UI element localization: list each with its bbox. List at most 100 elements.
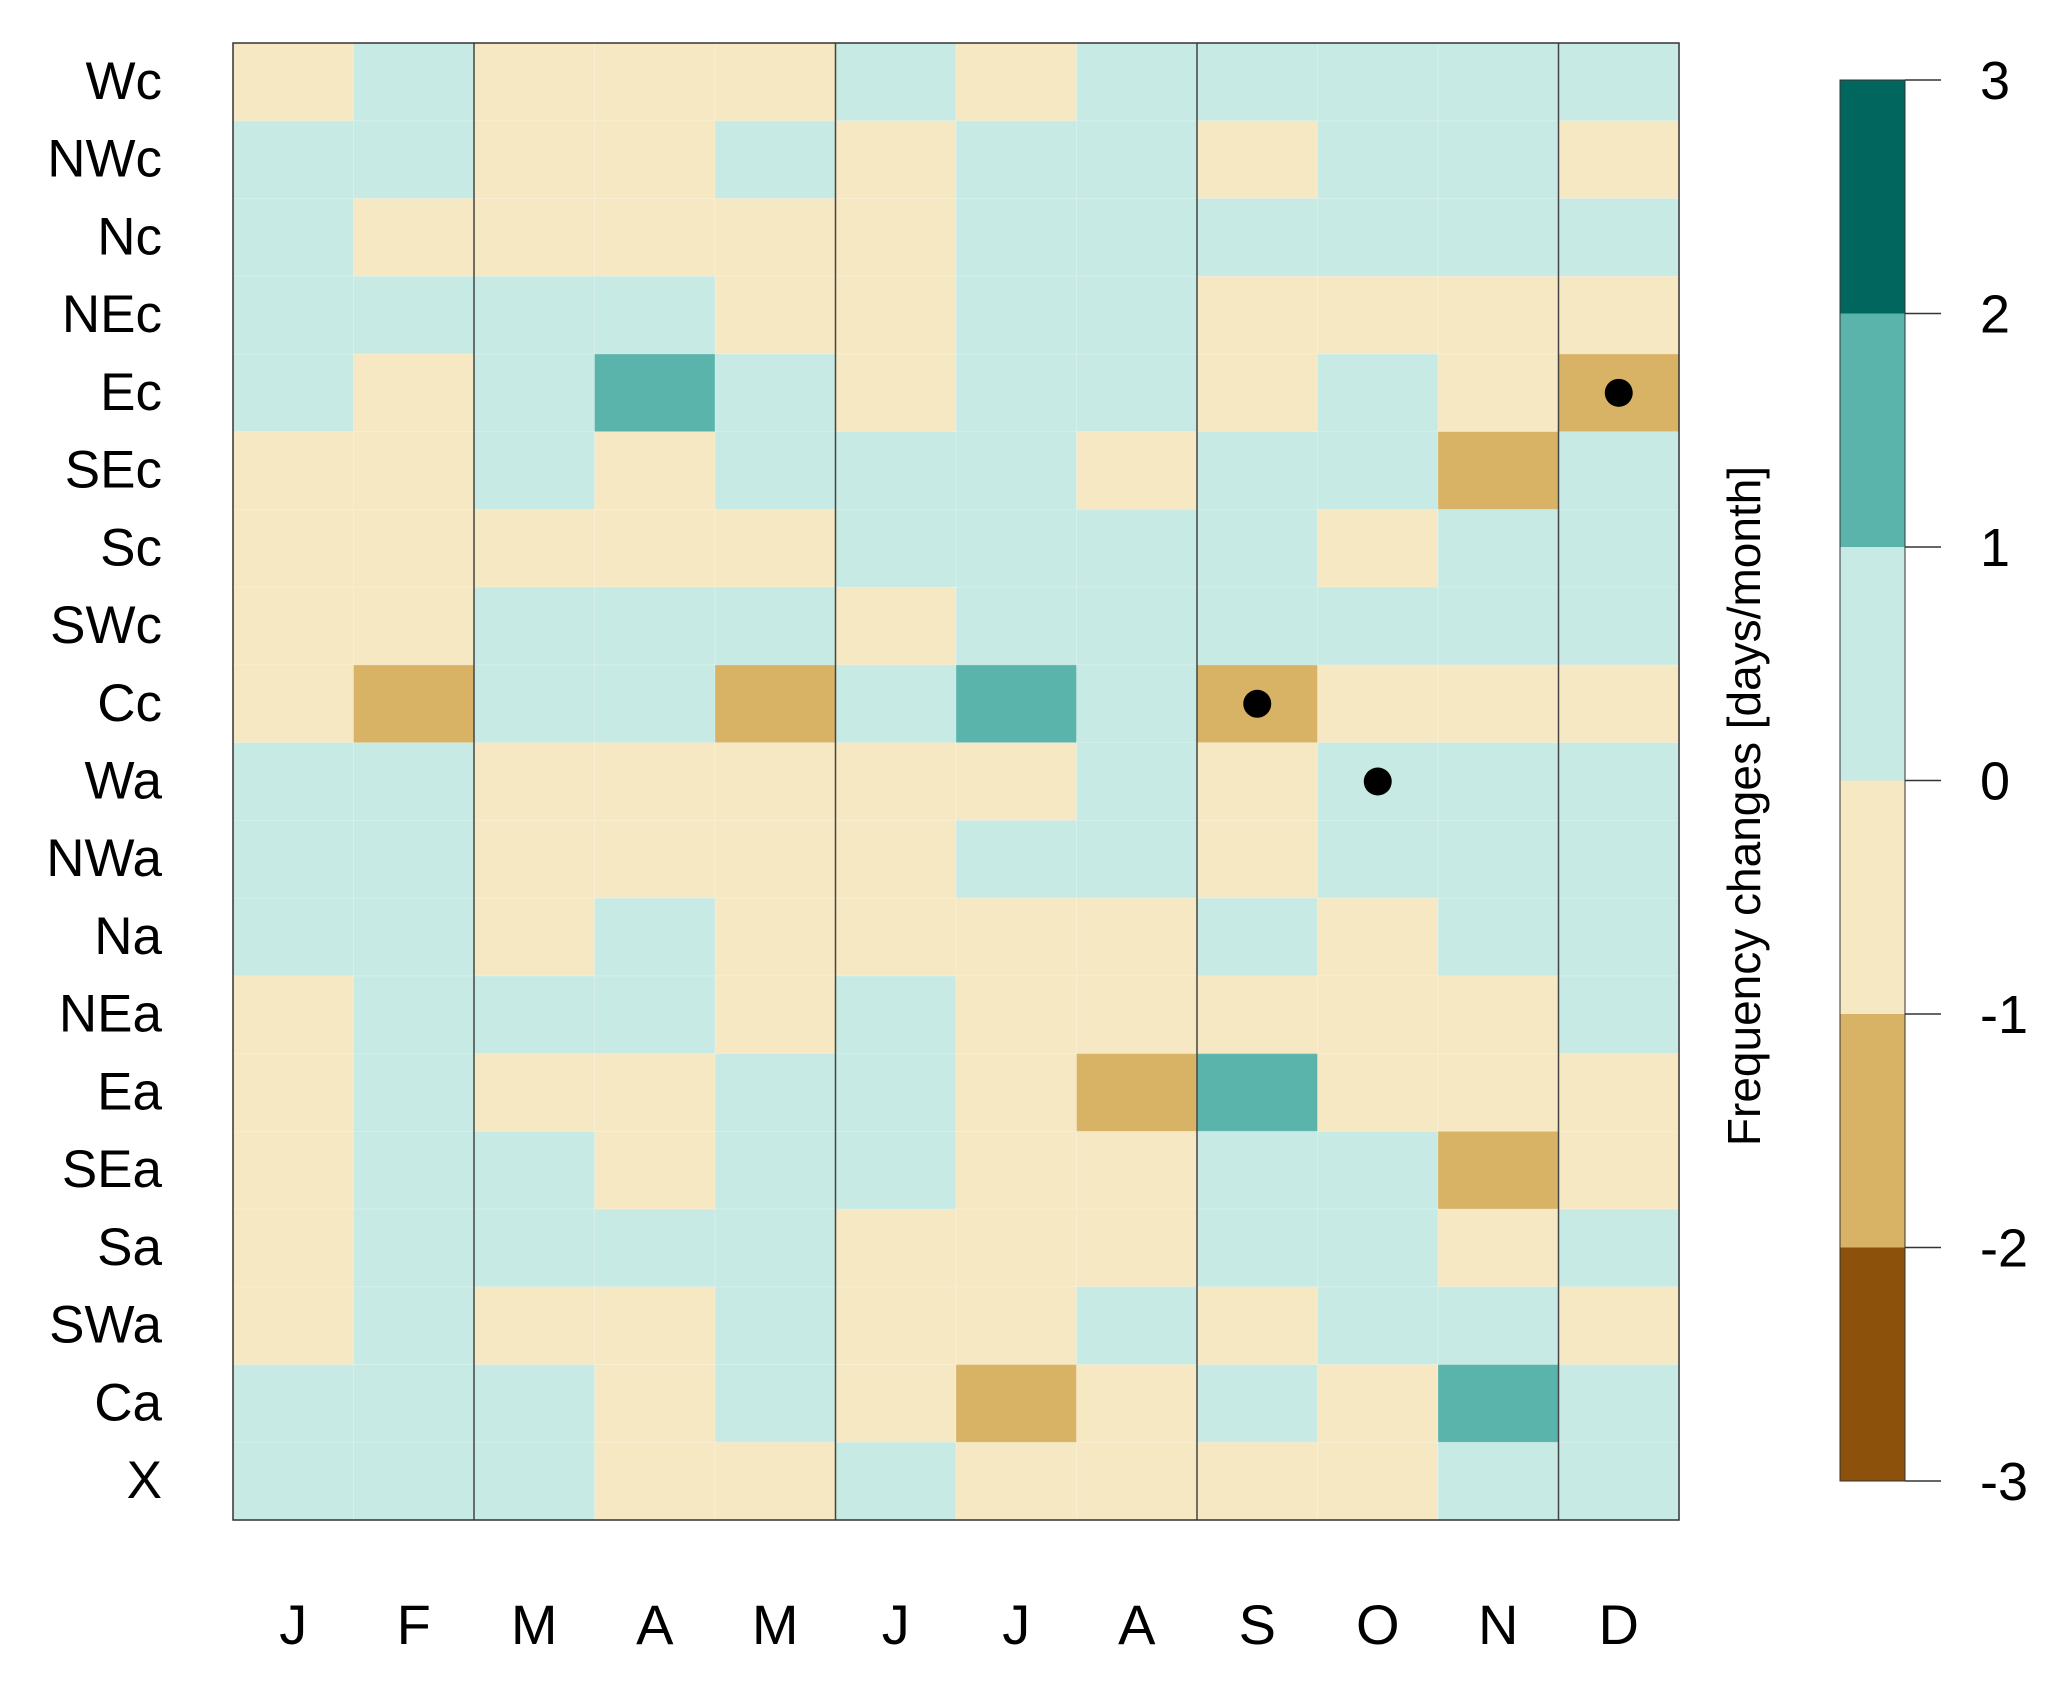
heatmap-cell (233, 1053, 355, 1132)
heatmap-cell (1197, 1209, 1319, 1288)
heatmap-cell (1558, 1053, 1680, 1132)
row-label: Wa (84, 752, 162, 811)
heatmap-cell (1076, 353, 1198, 433)
heatmap-cell (353, 898, 475, 977)
heatmap-cell (956, 120, 1078, 200)
heatmap-cell (835, 820, 957, 899)
heatmap-cell (715, 587, 837, 666)
heatmap-cell (835, 975, 957, 1055)
heatmap-cell (1197, 1131, 1319, 1210)
heatmap-cell (835, 353, 957, 433)
heatmap-cell (594, 1364, 716, 1443)
heatmap-cell (474, 509, 596, 588)
heatmap-cell (353, 1442, 475, 1521)
heatmap-cell (1197, 431, 1319, 511)
heatmap-cell (353, 820, 475, 899)
column-label: S (1239, 1593, 1276, 1656)
heatmap-cell (233, 664, 355, 744)
heatmap-cell (1197, 898, 1319, 977)
heatmap-cell (715, 898, 837, 977)
heatmap-cell (353, 431, 475, 511)
significance-dot (1604, 378, 1633, 407)
heatmap-cell (956, 820, 1078, 899)
heatmap-cell (956, 1364, 1078, 1443)
heatmap-cell (594, 820, 716, 899)
column-label: A (1118, 1593, 1156, 1656)
heatmap-cell (353, 1209, 475, 1288)
heatmap-cell (1558, 587, 1680, 666)
heatmap-cell (1317, 587, 1439, 666)
heatmap-cell (715, 276, 837, 355)
heatmap-cell (956, 431, 1078, 511)
heatmap-cell (233, 43, 355, 122)
heatmap-cell (1076, 1286, 1198, 1366)
heatmap-cell (233, 820, 355, 899)
heatmap-cell (715, 1364, 837, 1443)
row-labels: Wc NWc Nc NEc Ec SEc Sc SWc Cc Wa NWa Na NEa Ea SEa Sa S… (46, 52, 162, 1510)
heatmap-cell (1076, 276, 1198, 355)
heatmap-cell (594, 1131, 716, 1210)
column-label: D (1599, 1593, 1639, 1656)
heatmap-cell (835, 1209, 957, 1288)
heatmap-cell (956, 664, 1078, 744)
heatmap-cell (1317, 509, 1439, 588)
heatmap-cell (1076, 198, 1198, 277)
heatmap-cell (1076, 431, 1198, 511)
colorbar: 3 2 1 0 -1 -2 -3 (1839, 51, 2028, 1512)
heatmap-cell (1076, 587, 1198, 666)
heatmap-cell (1438, 1442, 1560, 1521)
heatmap-cell (594, 1053, 716, 1132)
row-label: SEa (62, 1140, 163, 1199)
heatmap-cell (956, 353, 1078, 433)
heatmap-cells (233, 43, 1680, 1521)
row-label: Sc (100, 518, 162, 577)
heatmap-cell (715, 431, 837, 511)
heatmap-cell (1558, 43, 1680, 122)
heatmap-cell (1317, 820, 1439, 899)
heatmap-cell (835, 664, 957, 744)
heatmap-cell (233, 1286, 355, 1366)
heatmap-cell (1558, 820, 1680, 899)
heatmap-cell (474, 664, 596, 744)
heatmap-cell (594, 120, 716, 200)
heatmap-cell (474, 1364, 596, 1443)
heatmap-cell (594, 1286, 716, 1366)
heatmap-cell (956, 509, 1078, 588)
heatmap-cell (353, 1053, 475, 1132)
heatmap-cell (956, 1131, 1078, 1210)
heatmap-cell (594, 898, 716, 977)
heatmap-cell (1197, 43, 1319, 122)
row-label: Na (94, 907, 162, 966)
heatmap-cell (474, 1131, 596, 1210)
column-label: F (397, 1593, 431, 1656)
column-label: M (511, 1593, 558, 1656)
heatmap-cell (715, 1053, 837, 1132)
colorbar-bin (1840, 547, 1905, 781)
heatmap-cell (956, 43, 1078, 122)
heatmap-cell (1197, 975, 1319, 1055)
heatmap-cell (1438, 120, 1560, 200)
row-label: NEc (62, 285, 162, 344)
colorbar-bin (1840, 1247, 1905, 1481)
heatmap-cell (1197, 1442, 1319, 1521)
heatmap-cell (353, 1286, 475, 1366)
heatmap-cell (1197, 1053, 1319, 1132)
colorbar-tick-label: -2 (1980, 1219, 2028, 1279)
heatmap-cell (233, 431, 355, 511)
heatmap-cell (835, 276, 957, 355)
heatmap-cell (1558, 1131, 1680, 1210)
row-label: Ec (100, 363, 162, 422)
column-label: J (279, 1593, 307, 1656)
heatmap-cell (1558, 664, 1680, 744)
heatmap-cell (1317, 975, 1439, 1055)
heatmap-cell (835, 742, 957, 821)
heatmap-cell (1076, 820, 1198, 899)
heatmap-cell (715, 1209, 837, 1288)
heatmap-cell (1076, 664, 1198, 744)
row-label: Wc (85, 52, 162, 111)
heatmap-cell (1558, 742, 1680, 821)
heatmap-cell (1076, 1209, 1198, 1288)
heatmap-cell (233, 353, 355, 433)
colorbar-bin (1840, 1014, 1905, 1248)
